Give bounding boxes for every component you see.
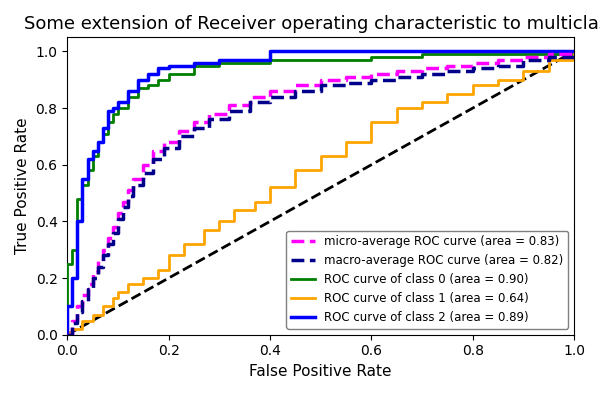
Y-axis label: True Positive Rate: True Positive Rate <box>15 118 30 255</box>
Title: Some extension of Receiver operating characteristic to multiclass: Some extension of Receiver operating cha… <box>24 15 600 33</box>
X-axis label: False Positive Rate: False Positive Rate <box>250 364 392 379</box>
Legend: micro-average ROC curve (area = 0.83), macro-average ROC curve (area = 0.82), RO: micro-average ROC curve (area = 0.83), m… <box>286 231 568 329</box>
